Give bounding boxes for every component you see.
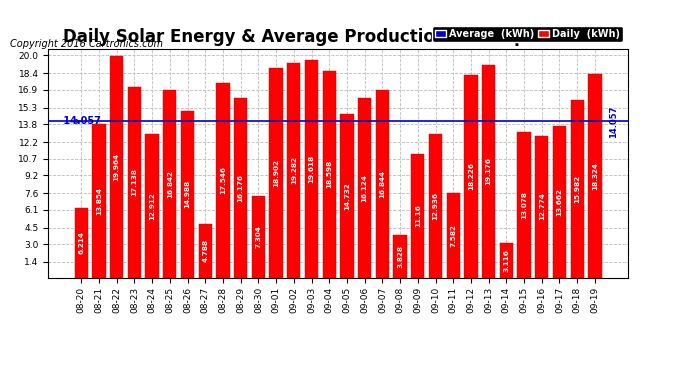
Text: 18.598: 18.598: [326, 160, 333, 188]
Bar: [411, 154, 424, 278]
Bar: [305, 60, 318, 278]
Text: 16.842: 16.842: [167, 170, 172, 198]
Bar: [92, 124, 106, 278]
Bar: [376, 90, 389, 278]
Text: Copyright 2016 Cartronics.com: Copyright 2016 Cartronics.com: [10, 39, 164, 50]
Text: 13.662: 13.662: [557, 188, 562, 216]
Text: 16.124: 16.124: [362, 174, 368, 202]
Bar: [234, 98, 247, 278]
Text: 18.902: 18.902: [273, 159, 279, 186]
Text: 3.828: 3.828: [397, 245, 403, 268]
Text: 19.176: 19.176: [486, 157, 492, 185]
Bar: [518, 132, 531, 278]
Text: 13.854: 13.854: [96, 187, 102, 214]
Bar: [553, 126, 566, 278]
Bar: [393, 235, 406, 278]
Text: 3.116: 3.116: [504, 249, 509, 272]
Text: 6.214: 6.214: [78, 231, 84, 254]
Text: 16.176: 16.176: [237, 174, 244, 202]
Bar: [589, 74, 602, 278]
Text: 14.988: 14.988: [184, 180, 190, 209]
Bar: [464, 75, 477, 278]
Text: 16.844: 16.844: [380, 170, 386, 198]
Bar: [500, 243, 513, 278]
Text: 14.057: 14.057: [60, 116, 101, 126]
Bar: [75, 209, 88, 278]
Text: 12.774: 12.774: [539, 193, 545, 220]
Text: 19.282: 19.282: [290, 156, 297, 184]
Bar: [358, 99, 371, 278]
Text: 4.788: 4.788: [202, 239, 208, 262]
Text: 18.324: 18.324: [592, 162, 598, 190]
Text: 14.732: 14.732: [344, 182, 350, 210]
Text: 7.582: 7.582: [450, 224, 456, 247]
Text: 17.138: 17.138: [131, 168, 137, 196]
Text: 15.982: 15.982: [574, 175, 580, 203]
Text: 17.546: 17.546: [220, 166, 226, 194]
Bar: [571, 100, 584, 278]
Bar: [181, 111, 194, 278]
Bar: [164, 90, 177, 278]
Text: 18.226: 18.226: [468, 162, 474, 190]
Bar: [128, 87, 141, 278]
Text: 19.618: 19.618: [308, 154, 315, 183]
Text: 19.964: 19.964: [114, 153, 119, 181]
Bar: [340, 114, 353, 278]
Bar: [446, 193, 460, 278]
Text: 7.304: 7.304: [255, 226, 262, 248]
Bar: [217, 82, 230, 278]
Text: 11.16: 11.16: [415, 204, 421, 227]
Bar: [535, 136, 549, 278]
Bar: [199, 224, 212, 278]
Legend: Average  (kWh), Daily  (kWh): Average (kWh), Daily (kWh): [432, 26, 623, 42]
Bar: [110, 56, 124, 278]
Bar: [252, 196, 265, 278]
Bar: [429, 134, 442, 278]
Bar: [482, 64, 495, 278]
Text: 12.936: 12.936: [433, 192, 439, 220]
Bar: [323, 71, 336, 278]
Text: 14.057: 14.057: [609, 105, 618, 138]
Bar: [146, 134, 159, 278]
Text: 12.912: 12.912: [149, 192, 155, 220]
Bar: [270, 68, 283, 278]
Text: 13.078: 13.078: [521, 191, 527, 219]
Bar: [287, 63, 300, 278]
Title: Daily Solar Energy & Average Production Tue Sep 20 18:53: Daily Solar Energy & Average Production …: [63, 28, 613, 46]
